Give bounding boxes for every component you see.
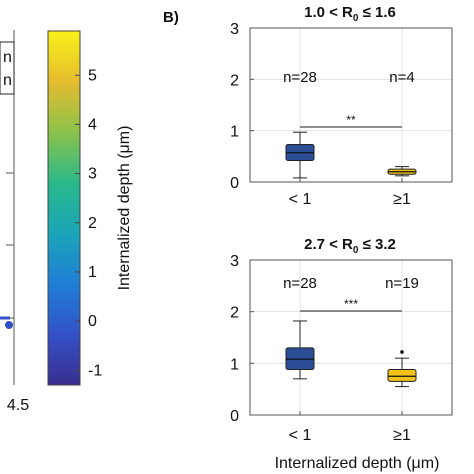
colorbar-tick-label-5: 4: [88, 116, 97, 133]
boxplot-bottom-ytick-label-0: 0: [230, 408, 239, 425]
boxplot-top-title-subscript: 0: [353, 13, 359, 24]
boxplot-bottom-ytick-label-2: 2: [230, 305, 239, 322]
colorbar: -1 0 1 2 3 4 5 Internalized depth (μm): [47, 30, 133, 386]
boxplot-top-ytick-label-2: 2: [230, 72, 239, 89]
boxplot-top-xtick-1: < 1: [289, 191, 312, 208]
boxplot-bottom-title-subscript: 0: [353, 245, 359, 256]
panel-label-b: B): [163, 9, 179, 26]
colorbar-tick-label-2: 1: [88, 264, 97, 281]
boxplot-bottom-plot-area: 0 1 2 3: [230, 253, 453, 425]
colorbar-ticks: -1 0 1 2 3 4 5: [75, 67, 102, 379]
boxplot-bottom-significance: ***: [344, 297, 358, 311]
left-legend-line-1: n: [3, 49, 12, 66]
left-x-tick-label: 4.5: [7, 397, 29, 414]
colorbar-tick-label-0: -1: [88, 362, 102, 379]
boxplot-bottom-title-main: 2.7 < R: [304, 236, 353, 253]
boxplot-bottom-box-2-outlier-0: [400, 350, 404, 354]
left-legend-box: [0, 41, 15, 95]
boxplot-bottom-xlabel: Internalized depth (μm): [275, 455, 440, 472]
colorbar-tick-label-4: 3: [88, 166, 97, 183]
boxplot-bottom-n-label-1: n=28: [283, 275, 317, 292]
boxplot-bottom-n-label-2: n=19: [385, 275, 419, 292]
boxplot-bottom-title-tail: ≤ 3.2: [358, 236, 395, 253]
boxplot-bottom-ytick-label-1: 1: [230, 356, 239, 373]
boxplot-bottom-xtick-2: ≥1: [393, 427, 411, 444]
colorbar-tick-label-1: 0: [88, 313, 97, 330]
boxplot-bottom-box-2-iqr: [387, 369, 417, 382]
colorbar-label: Internalized depth (μm): [116, 126, 133, 291]
left-legend-line-2: n: [3, 72, 12, 89]
boxplot-bottom-axes-frame: [249, 259, 453, 416]
boxplot-top-ytick-label-3: 3: [230, 21, 239, 38]
colorbar-tick-label-3: 2: [88, 215, 97, 232]
boxplot-top-significance: **: [346, 113, 356, 127]
boxplot-top-plot-area: 0 1 2 3: [230, 21, 453, 192]
left-panel-fragment: n n 4.5: [0, 30, 29, 414]
boxplot-top-title: 1.0 < R0 ≤ 1.6: [304, 4, 396, 24]
boxplot-bottom-title: 2.7 < R0 ≤ 3.2: [304, 236, 396, 256]
left-data-point: [5, 321, 13, 329]
colorbar-tick-label-6: 5: [88, 67, 97, 84]
boxplot-top-xtick-2: ≥1: [393, 191, 411, 208]
boxplot-top-ytick-label-0: 0: [230, 175, 239, 192]
boxplot-top-n-label-1: n=28: [283, 69, 317, 86]
boxplot-top-title-main: 1.0 < R: [304, 4, 353, 21]
boxplot-top-title-tail: ≤ 1.6: [358, 4, 395, 21]
boxplot-top-ytick-label-1: 1: [230, 124, 239, 141]
boxplot-top-axes-frame: [249, 27, 453, 183]
colorbar-gradient: [47, 30, 81, 386]
boxplot-bottom-ytick-label-3: 3: [230, 253, 239, 270]
boxplot-top-n-label-2: n=4: [389, 69, 414, 86]
boxplot-bottom-xtick-1: < 1: [289, 427, 312, 444]
